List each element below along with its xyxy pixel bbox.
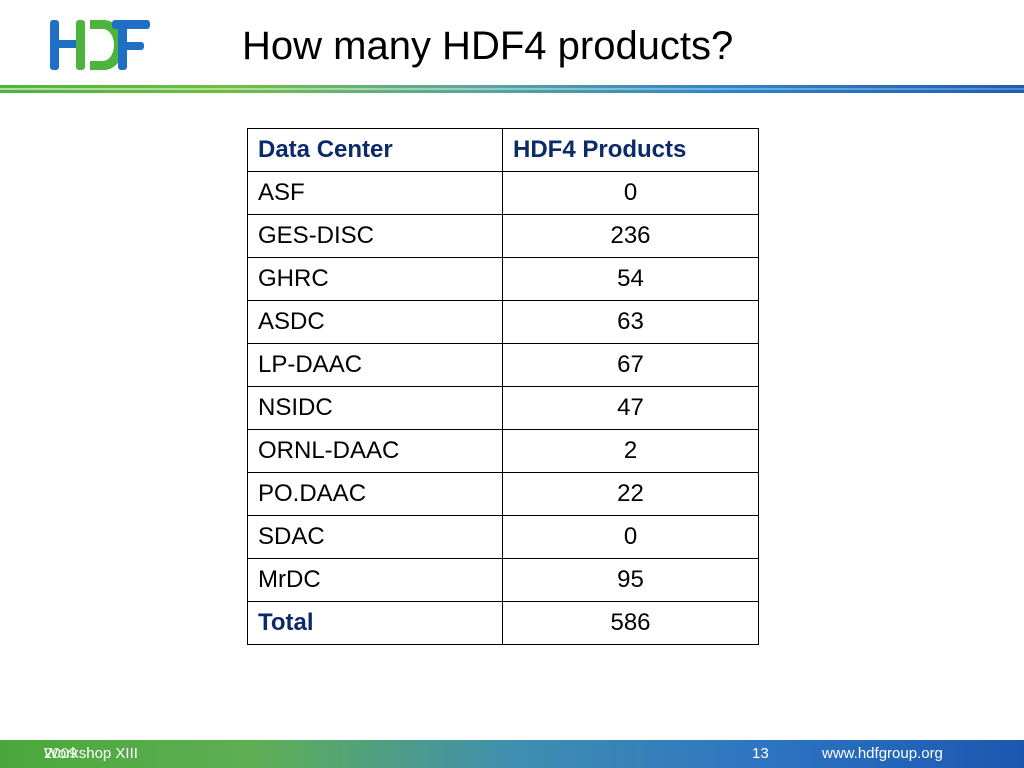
- table-row: GHRC 54: [247, 257, 759, 301]
- table-header-row: Data Center HDF4 Products: [247, 128, 759, 172]
- table-row: SDAC 0: [247, 515, 759, 559]
- hdf4-products-table: Data Center HDF4 Products ASF 0 GES-DISC…: [247, 128, 759, 645]
- cell-product-count: 63: [502, 300, 759, 344]
- cell-product-count: 95: [502, 558, 759, 602]
- cell-data-center: MrDC: [247, 558, 503, 602]
- footer-url: www.hdfgroup.org: [822, 745, 943, 762]
- total-value: 586: [502, 601, 759, 645]
- cell-data-center: ASF: [247, 171, 503, 215]
- cell-data-center: ASDC: [247, 300, 503, 344]
- cell-data-center: SDAC: [247, 515, 503, 559]
- hdf-logo-mark: [50, 20, 150, 70]
- cell-data-center: GHRC: [247, 257, 503, 301]
- header-gradient-bar: [0, 85, 1024, 93]
- cell-product-count: 0: [502, 171, 759, 215]
- header-hdf4-products: HDF4 Products: [502, 128, 759, 172]
- cell-product-count: 47: [502, 386, 759, 430]
- cell-product-count: 236: [502, 214, 759, 258]
- footer-event-name: Workshop XIII: [44, 745, 138, 762]
- table-row: NSIDC 47: [247, 386, 759, 430]
- table-row: PO.DAAC 22: [247, 472, 759, 516]
- table-total-row: Total 586: [247, 601, 759, 645]
- footer-year: 2009: [44, 745, 78, 762]
- cell-product-count: 0: [502, 515, 759, 559]
- cell-data-center: NSIDC: [247, 386, 503, 430]
- cell-product-count: 2: [502, 429, 759, 473]
- table-row: MrDC 95: [247, 558, 759, 602]
- cell-product-count: 67: [502, 343, 759, 387]
- hdf-logo: [46, 14, 156, 76]
- cell-data-center: PO.DAAC: [247, 472, 503, 516]
- cell-product-count: 22: [502, 472, 759, 516]
- table-row: ORNL-DAAC 2: [247, 429, 759, 473]
- footer-bar: 2009 Workshop XIII 13 www.hdfgroup.org: [0, 740, 1024, 768]
- header-data-center: Data Center: [247, 128, 503, 172]
- cell-data-center: LP-DAAC: [247, 343, 503, 387]
- footer-page-number: 13: [752, 745, 769, 762]
- table-row: ASF 0: [247, 171, 759, 215]
- table-row: GES-DISC 236: [247, 214, 759, 258]
- slide-title: How many HDF4 products?: [242, 24, 734, 68]
- cell-data-center: ORNL-DAAC: [247, 429, 503, 473]
- table-row: ASDC 63: [247, 300, 759, 344]
- cell-data-center: GES-DISC: [247, 214, 503, 258]
- cell-product-count: 54: [502, 257, 759, 301]
- table-row: LP-DAAC 67: [247, 343, 759, 387]
- total-label: Total: [247, 601, 503, 645]
